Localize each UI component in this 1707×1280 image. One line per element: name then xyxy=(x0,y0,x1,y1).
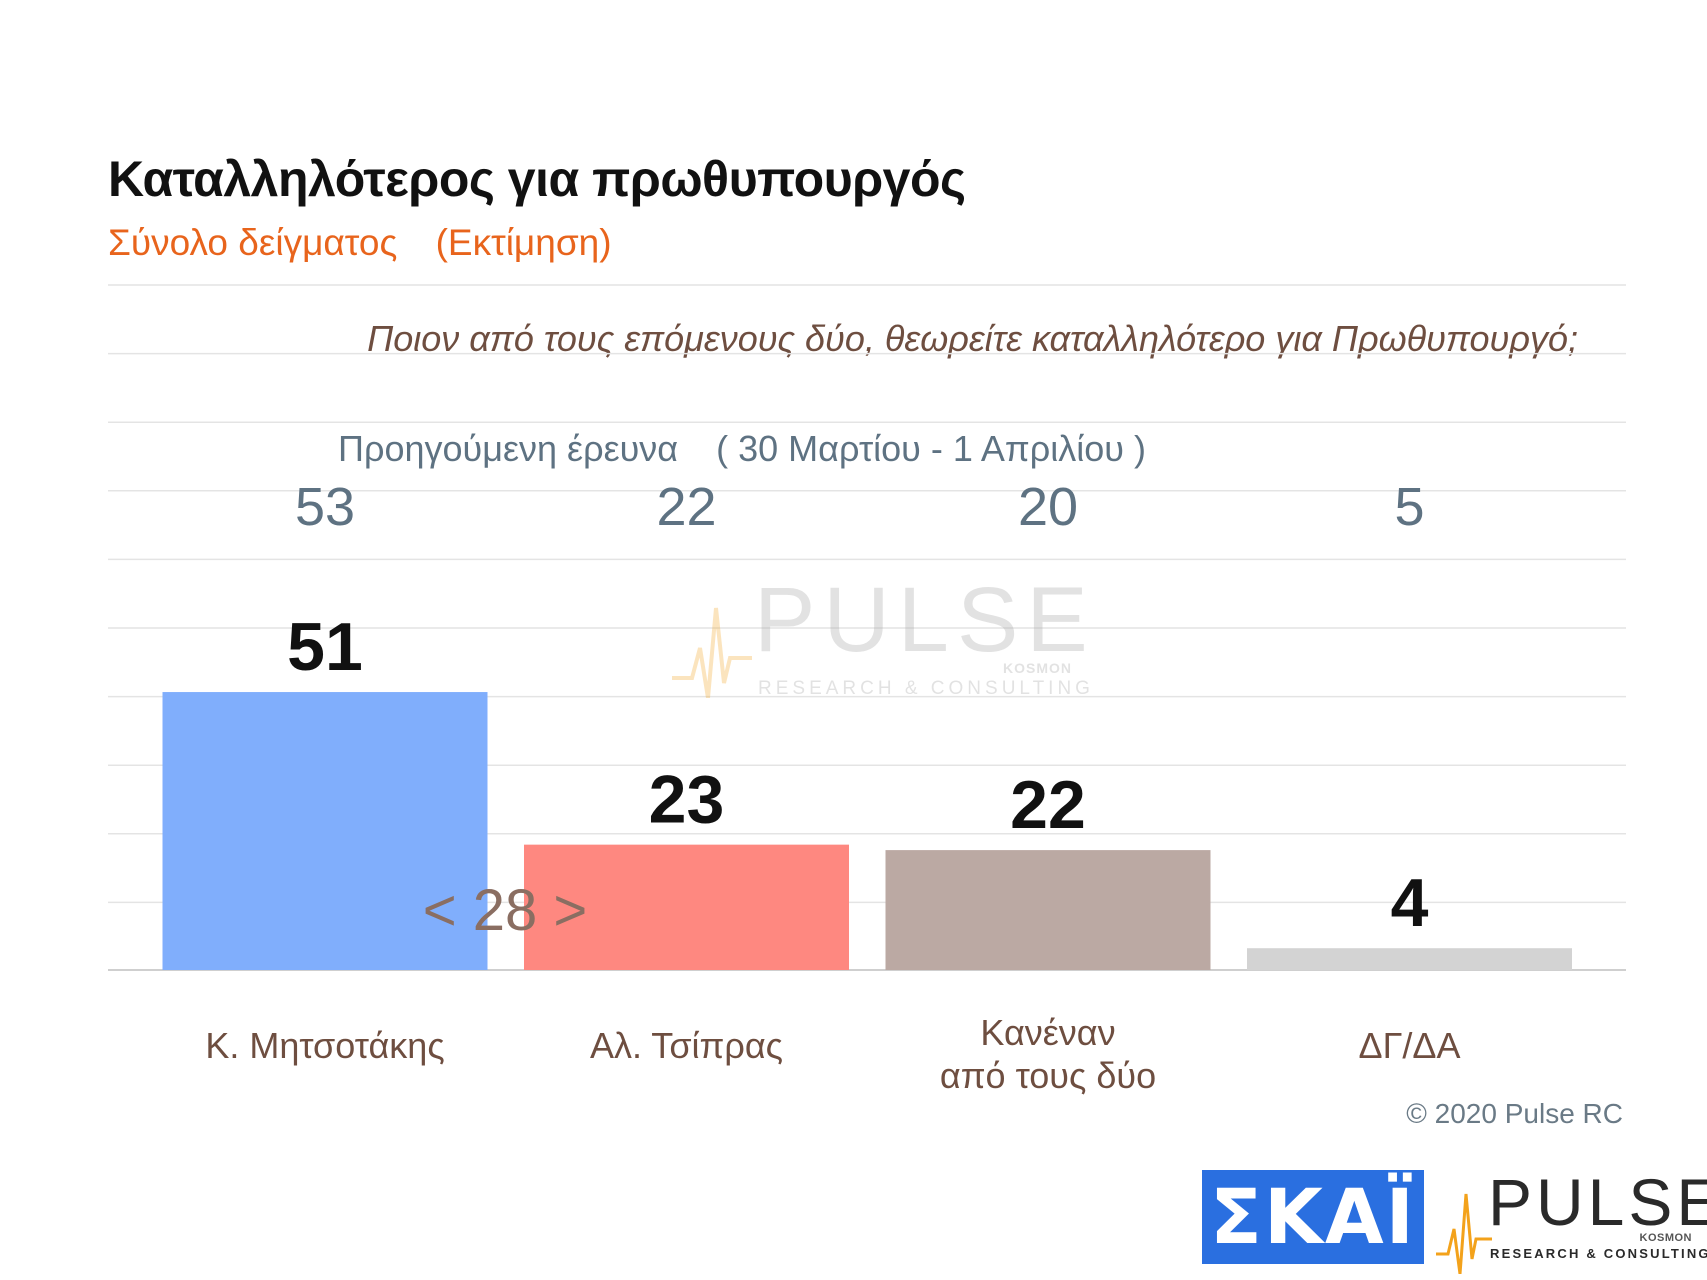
pulse-logo-kosmon: KOSMON xyxy=(1639,1232,1692,1244)
pulse-logo-word: PULSE xyxy=(1488,1165,1707,1239)
category-label: ΔΓ/ΔΑ xyxy=(1359,1025,1461,1066)
previous-survey-dates: ( 30 Μαρτίου - 1 Απριλίου ) xyxy=(716,428,1146,469)
previous-survey-label: Προηγούμενη έρευνα ( 30 Μαρτίου - 1 Απρι… xyxy=(338,428,1146,470)
bar xyxy=(885,850,1211,970)
previous-value-label: 53 xyxy=(295,477,355,537)
skai-logo: ΣΚΑΪ xyxy=(1202,1170,1424,1264)
difference-label: < 28 > xyxy=(423,878,587,943)
bar xyxy=(1247,948,1572,970)
previous-value-label: 5 xyxy=(1394,477,1424,537)
copyright: © 2020 Pulse RC xyxy=(1406,1098,1623,1129)
category-label: Κ. Μητσοτάκης xyxy=(205,1025,444,1066)
subtitle-sample: Σύνολο δείγματος xyxy=(108,222,398,263)
bar xyxy=(162,692,488,970)
previous-survey-text: Προηγούμενη έρευνα xyxy=(338,428,679,469)
category-label: Κανέναν xyxy=(980,1012,1115,1053)
survey-question: Ποιον από τους επόμενους δύο, θεωρείτε κ… xyxy=(367,318,1578,359)
pulse-logo: PULSE KOSMON RESEARCH & CONSULTING xyxy=(1436,1164,1707,1274)
category-label: Αλ. Τσίπρας xyxy=(590,1025,783,1066)
heartbeat-line-icon xyxy=(672,607,752,698)
bar xyxy=(524,844,849,970)
watermark-word: PULSE xyxy=(754,569,1096,671)
previous-value-label: 22 xyxy=(656,477,716,537)
subtitle-estimate: (Εκτίμηση) xyxy=(435,222,612,263)
pulse-watermark: PULSE KOSMON RESEARCH & CONSULTING xyxy=(672,568,1092,708)
bar-value-label: 4 xyxy=(1391,865,1429,941)
previous-value-label: 20 xyxy=(1018,477,1078,537)
watermark-sub: RESEARCH & CONSULTING xyxy=(758,678,1094,699)
pulse-logo-sub: RESEARCH & CONSULTING xyxy=(1490,1246,1707,1261)
bar-value-label: 51 xyxy=(287,609,363,685)
chart-title: Καταλληλότερος για πρωθυπουργός xyxy=(108,151,966,207)
category-label: από τους δύο xyxy=(940,1055,1156,1096)
bar-value-label: 23 xyxy=(649,762,725,838)
heartbeat-line-icon xyxy=(1436,1193,1492,1274)
bar-value-label: 22 xyxy=(1010,767,1086,843)
watermark-kosmon: KOSMON xyxy=(1003,660,1072,676)
chart-subtitle: Σύνολο δείγματος (Εκτίμηση) xyxy=(108,222,612,264)
